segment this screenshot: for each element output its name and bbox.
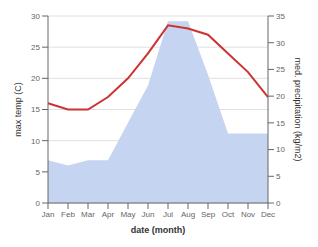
svg-text:Apr: Apr <box>102 210 115 219</box>
svg-text:med. precipitation (kg/m2): med. precipitation (kg/m2) <box>293 57 303 161</box>
svg-text:Dec: Dec <box>261 210 275 219</box>
svg-text:5: 5 <box>276 172 281 181</box>
svg-text:15: 15 <box>276 119 285 128</box>
svg-text:35: 35 <box>276 12 285 21</box>
svg-text:Jan: Jan <box>42 210 55 219</box>
svg-text:max temp (C): max temp (C) <box>13 82 23 137</box>
svg-text:date (month): date (month) <box>131 225 186 235</box>
svg-text:Aug: Aug <box>181 210 195 219</box>
svg-text:5: 5 <box>36 168 41 177</box>
svg-text:Jul: Jul <box>163 210 173 219</box>
svg-text:0: 0 <box>276 199 281 208</box>
svg-text:0: 0 <box>36 199 41 208</box>
svg-text:25: 25 <box>276 65 285 74</box>
svg-text:10: 10 <box>276 145 285 154</box>
svg-text:Mar: Mar <box>81 210 95 219</box>
svg-text:20: 20 <box>31 74 40 83</box>
svg-text:25: 25 <box>31 43 40 52</box>
svg-text:10: 10 <box>31 137 40 146</box>
svg-text:30: 30 <box>276 39 285 48</box>
svg-text:Nov: Nov <box>241 210 255 219</box>
svg-text:Oct: Oct <box>222 210 235 219</box>
svg-text:Feb: Feb <box>61 210 75 219</box>
svg-text:Jun: Jun <box>142 210 155 219</box>
svg-text:May: May <box>120 210 135 219</box>
svg-text:20: 20 <box>276 92 285 101</box>
svg-text:15: 15 <box>31 105 40 114</box>
svg-text:Sep: Sep <box>201 210 216 219</box>
svg-text:30: 30 <box>31 12 40 21</box>
